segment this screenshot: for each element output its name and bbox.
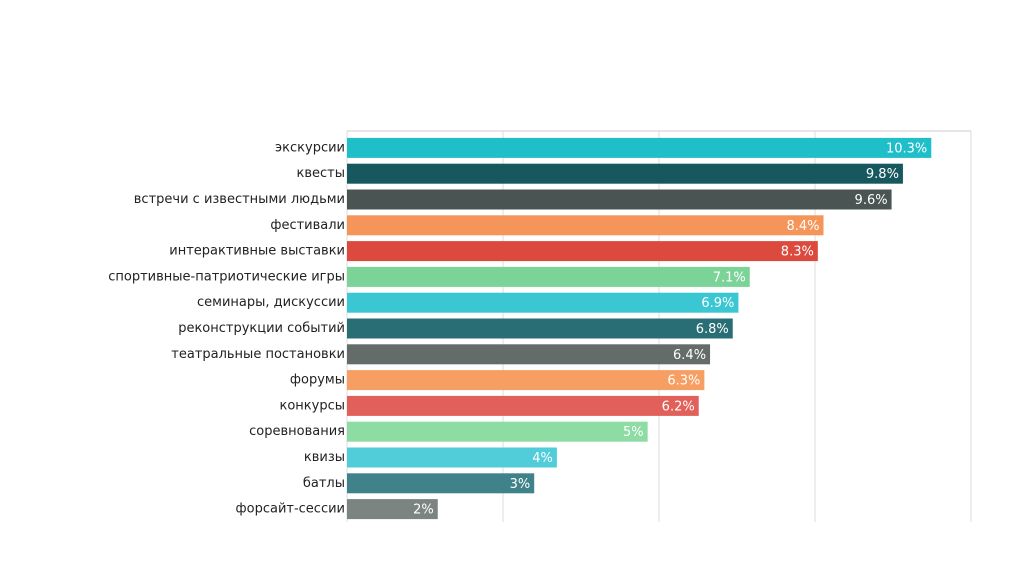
value-label: 8.4% bbox=[786, 219, 819, 234]
category-label: реконструкции событий bbox=[178, 321, 345, 336]
category-label: квизы bbox=[304, 450, 345, 465]
bar bbox=[347, 137, 932, 158]
category-label: встречи с известными людьми bbox=[134, 192, 345, 207]
value-label: 3% bbox=[510, 477, 531, 492]
category-label: форумы bbox=[290, 373, 345, 388]
category-label: театральные постановки bbox=[171, 347, 345, 362]
bar bbox=[347, 473, 535, 494]
bar bbox=[347, 499, 438, 520]
bar bbox=[347, 344, 711, 365]
bar bbox=[347, 163, 903, 184]
category-label: интерактивные выставки bbox=[169, 244, 345, 259]
category-label: фестивали bbox=[270, 218, 345, 233]
bar bbox=[347, 215, 824, 236]
value-label: 7.1% bbox=[713, 270, 746, 285]
category-label: семинары, дискуссии bbox=[197, 295, 345, 310]
category-label: форсайт-сессии bbox=[236, 502, 345, 517]
category-label: конкурсы bbox=[279, 398, 345, 413]
value-label: 8.3% bbox=[781, 245, 814, 260]
bar bbox=[347, 370, 705, 391]
value-label: 6.4% bbox=[673, 348, 706, 363]
category-label: экскурсии bbox=[275, 140, 345, 155]
bar bbox=[347, 447, 557, 468]
value-label: 5% bbox=[623, 425, 644, 440]
value-label: 2% bbox=[413, 503, 434, 518]
value-label: 6.8% bbox=[696, 322, 729, 337]
value-label: 9.6% bbox=[855, 193, 888, 208]
category-label: квесты bbox=[297, 166, 346, 181]
value-label: 9.8% bbox=[866, 167, 899, 182]
category-label: батлы bbox=[303, 476, 345, 491]
bar bbox=[347, 318, 733, 339]
category-label: спортивные-патриотические игры bbox=[108, 269, 345, 284]
bar bbox=[347, 189, 892, 210]
value-label: 6.9% bbox=[701, 296, 734, 311]
bar bbox=[347, 266, 750, 287]
bar bbox=[347, 395, 699, 416]
bar bbox=[347, 292, 739, 313]
category-label: соревнования bbox=[249, 424, 345, 439]
value-label: 6.2% bbox=[662, 399, 695, 414]
value-label: 4% bbox=[532, 451, 553, 466]
bar bbox=[347, 241, 818, 262]
bar bbox=[347, 421, 648, 442]
value-label: 6.3% bbox=[667, 374, 700, 389]
value-label: 10.3% bbox=[886, 141, 927, 156]
